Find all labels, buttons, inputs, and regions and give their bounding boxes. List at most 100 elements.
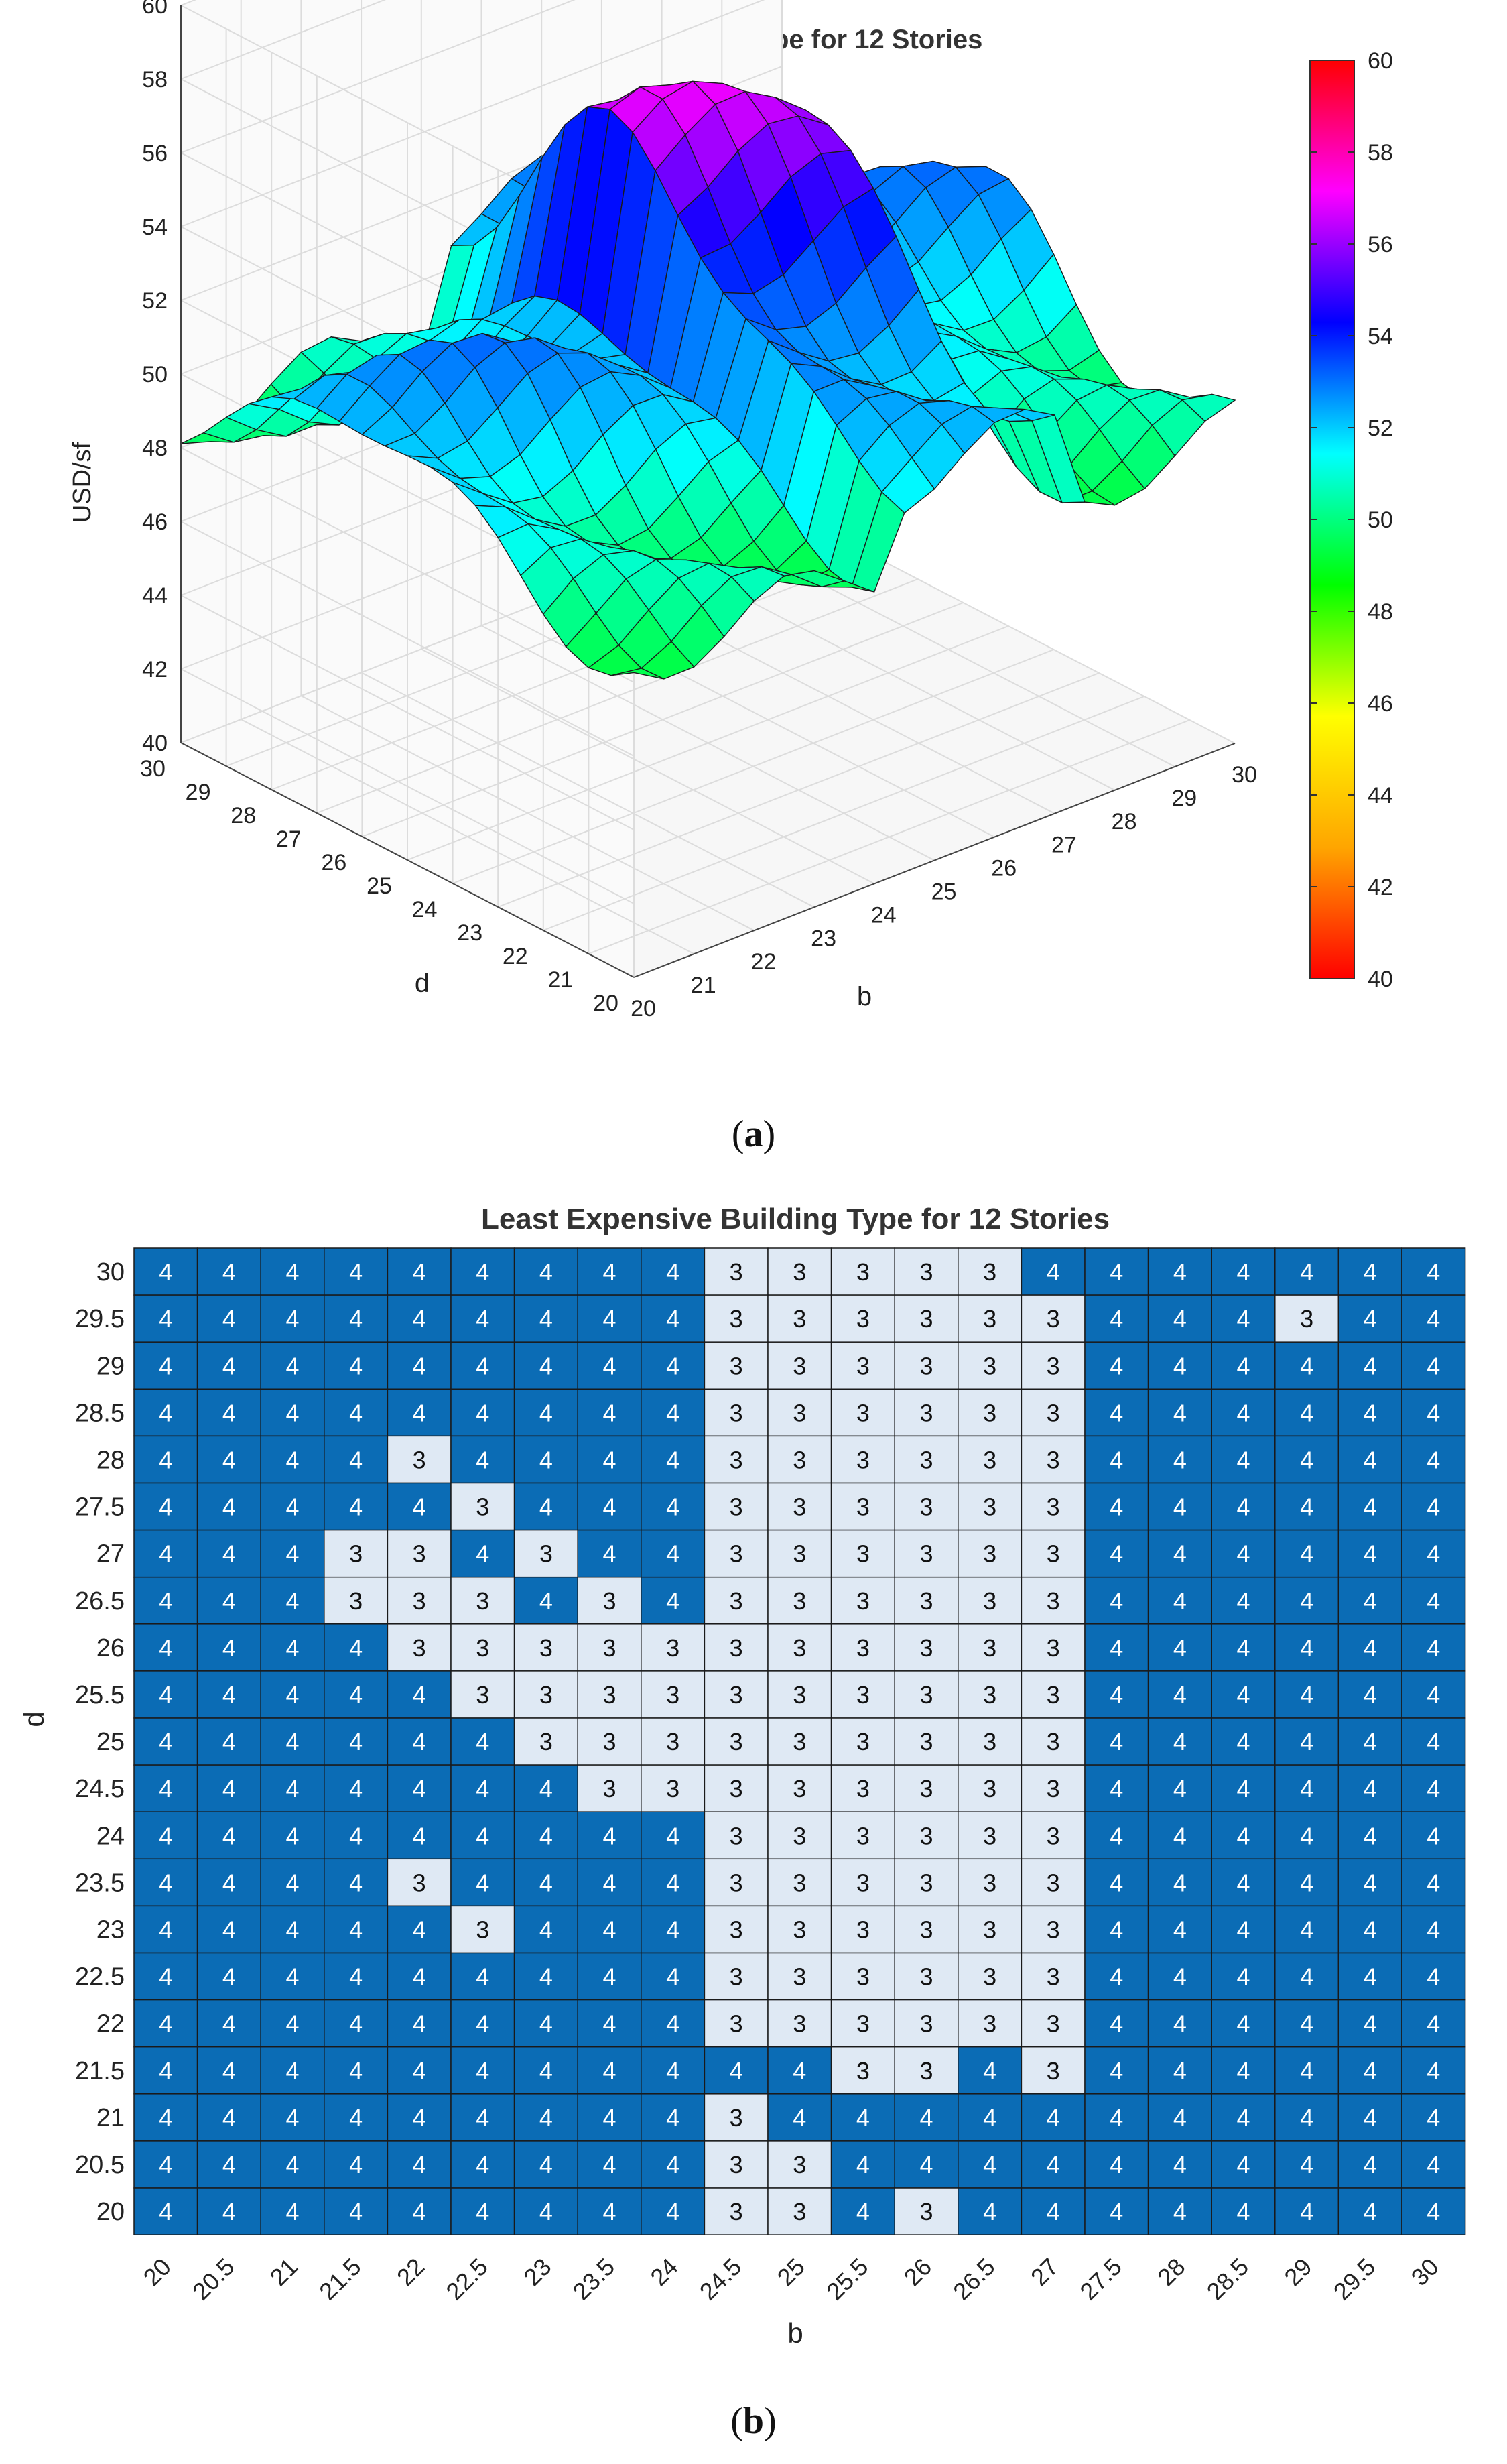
heatmap-cell <box>894 1294 959 1343</box>
cell-value-label: 4 <box>666 1869 679 1896</box>
heatmap-cell <box>387 1858 452 1907</box>
heatmap-cell <box>133 1435 198 1484</box>
cell-value-label: 4 <box>476 2010 489 2038</box>
heatmap-cell <box>450 2187 515 2235</box>
cell-value-label: 4 <box>349 1399 363 1426</box>
cell-value-label: 3 <box>856 1775 870 1802</box>
cell-value-label: 4 <box>1300 1963 1313 1991</box>
heatmap-cell <box>958 1529 1023 1578</box>
cell-value-label: 3 <box>919 1775 933 1802</box>
cell-value-label: 3 <box>730 2198 743 2225</box>
cell-value-label: 4 <box>1236 1305 1250 1333</box>
heatmap-cell <box>324 2187 389 2235</box>
cell-value-label: 3 <box>730 1728 743 1755</box>
heatmap-cell <box>260 1952 325 2001</box>
heatmap-cell <box>260 1670 325 1719</box>
y-tick-label: 30 <box>96 1258 125 1286</box>
cell-value-label: 4 <box>413 1728 426 1755</box>
cell-value-label: 4 <box>1300 2151 1313 2178</box>
cell-value-label: 4 <box>1173 1258 1187 1286</box>
cell-value-label: 3 <box>730 1446 743 1473</box>
z-tick-label: 42 <box>142 657 168 682</box>
heatmap-cell <box>1211 1717 1276 1766</box>
x-tick-label: 29.5 <box>1328 2253 1381 2306</box>
cell-value-label: 4 <box>159 1587 172 1615</box>
y-tick-label: 28 <box>231 803 256 828</box>
cell-value-label: 4 <box>285 1305 299 1333</box>
cell-value-label: 3 <box>919 1963 933 1991</box>
cell-value-label: 4 <box>285 1540 299 1568</box>
cell-value-label: 3 <box>793 1775 806 1802</box>
cell-value-label: 4 <box>539 1399 553 1426</box>
cell-value-label: 3 <box>730 1399 743 1426</box>
cell-value-label: 4 <box>1364 1916 1377 1943</box>
cell-value-label: 4 <box>1173 2010 1187 2038</box>
cell-value-label: 4 <box>602 1352 616 1379</box>
cell-value-label: 4 <box>539 1305 553 1333</box>
heatmap-cell <box>1401 1482 1466 1531</box>
heatmap-cell <box>1337 1999 1402 2048</box>
cell-value-label: 3 <box>793 1540 806 1568</box>
cell-value-label: 4 <box>222 1963 236 1991</box>
cell-value-label: 4 <box>602 2151 616 2178</box>
cell-value-label: 4 <box>666 1352 679 1379</box>
cell-value-label: 4 <box>666 1258 679 1286</box>
cell-value-label: 4 <box>222 1916 236 1943</box>
cell-value-label: 4 <box>159 1352 172 1379</box>
cell-value-label: 4 <box>222 1587 236 1615</box>
cell-value-label: 4 <box>602 1399 616 1426</box>
x-tick-label: 20.5 <box>187 2253 240 2306</box>
heatmap-cell <box>260 2140 325 2189</box>
cell-value-label: 4 <box>159 1775 172 1802</box>
heatmap-cell <box>324 1764 389 1812</box>
cell-value-label: 4 <box>666 1540 679 1568</box>
heatmap-cell <box>513 1858 578 1907</box>
cell-value-label: 4 <box>1110 1869 1123 1896</box>
cell-value-label: 4 <box>285 1822 299 1849</box>
heatmap-cell <box>1211 1764 1276 1812</box>
cell-value-label: 3 <box>983 1634 996 1662</box>
heatmap-cell <box>1021 1294 1086 1343</box>
cell-value-label: 3 <box>1047 1540 1060 1568</box>
x-tick-label: 22 <box>391 2253 430 2291</box>
heatmap-cell <box>513 1294 578 1343</box>
cell-value-label: 3 <box>919 2057 933 2085</box>
y-tick-label: 29 <box>96 1352 125 1380</box>
heatmap-cell <box>894 1717 959 1766</box>
cell-value-label: 3 <box>730 1634 743 1662</box>
cell-value-label: 3 <box>730 1916 743 1943</box>
z-tick-label: 56 <box>142 141 168 166</box>
y-tick-label: 25 <box>367 873 392 899</box>
cell-value-label: 4 <box>1236 1869 1250 1896</box>
x-tick-label: 23 <box>811 926 836 951</box>
cell-value-label: 4 <box>539 1446 553 1473</box>
heatmap-cell <box>1147 1576 1212 1625</box>
heatmap-cell <box>641 2046 706 2095</box>
cell-value-label: 4 <box>285 1352 299 1379</box>
cell-value-label: 4 <box>1236 1446 1250 1473</box>
cell-value-label: 3 <box>730 1493 743 1521</box>
heatmap-cell <box>1147 1670 1212 1719</box>
cell-value-label: 4 <box>413 1916 426 1943</box>
cell-value-label: 4 <box>539 1775 553 1802</box>
y-tick-label: 25.5 <box>75 1681 125 1709</box>
cell-value-label: 4 <box>1300 1681 1313 1709</box>
cell-value-label: 3 <box>539 1728 553 1755</box>
cell-value-label: 4 <box>1364 1540 1377 1568</box>
cell-value-label: 4 <box>1300 2010 1313 2038</box>
cell-value-label: 4 <box>349 1869 363 1896</box>
y-tick-label: 22.5 <box>75 1963 125 1991</box>
cell-value-label: 4 <box>1236 1634 1250 1662</box>
heatmap-cell <box>260 1529 325 1578</box>
cell-value-label: 3 <box>856 1869 870 1896</box>
cell-value-label: 4 <box>476 1540 489 1568</box>
colorbar-tick-label: 60 <box>1368 48 1393 74</box>
cell-value-label: 4 <box>1364 1681 1377 1709</box>
cell-value-label: 4 <box>159 2104 172 2132</box>
heatmap-cell <box>577 1435 642 1484</box>
heatmap-cell <box>577 1952 642 2001</box>
cell-value-label: 4 <box>349 2057 363 2085</box>
grid-line <box>407 625 1009 861</box>
cell-value-label: 4 <box>159 1681 172 1709</box>
cell-value-label: 4 <box>285 2010 299 2038</box>
